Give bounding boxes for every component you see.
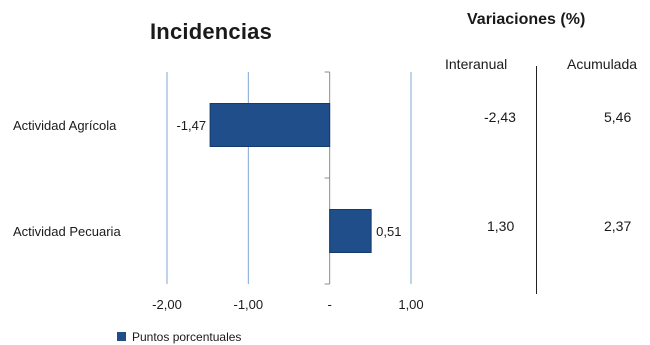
x-tick-label-1: -1,00 — [234, 297, 264, 312]
legend-swatch — [117, 332, 126, 341]
pecuaria-interanual-value: 1,30 — [487, 218, 515, 234]
variations-title: Variaciones (%) — [467, 11, 586, 28]
category-label-1: Actividad Pecuaria — [13, 224, 121, 239]
chart-title: Incidencias — [150, 19, 273, 44]
data-label-0: -1,47 — [176, 118, 206, 133]
x-tick-label-0: -2,00 — [152, 297, 182, 312]
bar-pecuaria — [329, 209, 372, 253]
agricola-acumulada-value: 5,46 — [604, 109, 632, 125]
agricola-interanual-value: -2,43 — [484, 109, 516, 125]
x-tick-label-3: 1,00 — [398, 297, 423, 312]
x-tick-label-2: - — [327, 297, 331, 312]
legend-label: Puntos porcentuales — [132, 330, 242, 344]
bar-agricola — [209, 103, 331, 147]
category-label-0: Actividad Agrícola — [13, 118, 117, 133]
data-label-1: 0,51 — [376, 224, 401, 239]
column-header-acumulada: Acumulada — [567, 56, 638, 72]
column-divider — [536, 66, 537, 294]
column-header-interanual: Interanual — [445, 56, 508, 72]
pecuaria-acumulada-value: 2,37 — [604, 218, 632, 234]
